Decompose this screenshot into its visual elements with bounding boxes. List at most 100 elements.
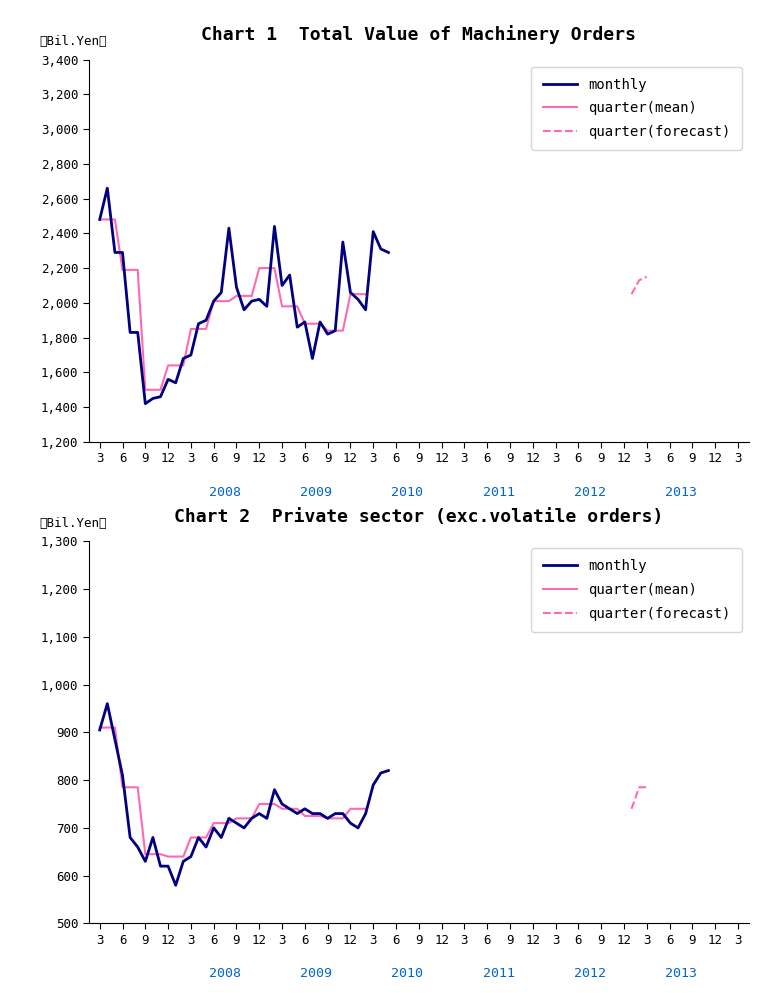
monthly (201, 314, 211, 326)
monthly (255, 807, 264, 819)
quarter(mean) (239, 812, 249, 824)
quarter(mean) (171, 359, 181, 371)
monthly (224, 222, 233, 234)
monthly (300, 802, 310, 814)
quarter(mean) (316, 318, 325, 330)
Text: 2010: 2010 (391, 486, 423, 498)
Text: 2008: 2008 (209, 486, 241, 498)
quarter(mean) (141, 848, 150, 860)
monthly (338, 807, 347, 819)
Text: 2012: 2012 (574, 486, 606, 498)
quarter(mean) (247, 812, 256, 824)
quarter(mean) (209, 817, 218, 829)
quarter(forecast) (635, 274, 644, 286)
quarter(mean) (118, 781, 127, 793)
quarter(mean) (338, 325, 347, 337)
monthly (186, 349, 195, 360)
quarter(mean) (103, 722, 112, 734)
quarter(mean) (217, 817, 226, 829)
monthly (384, 765, 393, 777)
Text: 2010: 2010 (391, 967, 423, 980)
quarter(mean) (262, 798, 272, 810)
monthly (285, 269, 294, 281)
quarter(mean) (118, 264, 127, 276)
monthly (316, 316, 325, 328)
monthly (247, 812, 256, 824)
quarter(mean) (95, 213, 104, 225)
quarter(mean) (323, 812, 332, 824)
Text: 2013: 2013 (665, 967, 697, 980)
monthly (323, 812, 332, 824)
Line: quarter(mean): quarter(mean) (100, 728, 366, 857)
monthly (118, 770, 127, 781)
monthly (330, 807, 340, 819)
Text: （Bil.Yen）: （Bil.Yen） (39, 516, 107, 529)
Text: 2013: 2013 (665, 486, 697, 498)
quarter(mean) (156, 848, 165, 860)
quarter(mean) (171, 851, 181, 863)
quarter(mean) (178, 851, 188, 863)
monthly (194, 318, 203, 330)
quarter(mean) (346, 802, 355, 814)
monthly (232, 281, 241, 293)
quarter(mean) (164, 851, 173, 863)
monthly (171, 880, 181, 892)
monthly (308, 807, 317, 819)
monthly (270, 783, 279, 795)
quarter(mean) (178, 359, 188, 371)
quarter(mean) (110, 213, 120, 225)
quarter(mean) (270, 262, 279, 274)
monthly (171, 377, 181, 389)
monthly (293, 807, 302, 819)
Line: quarter(mean): quarter(mean) (100, 219, 366, 389)
monthly (293, 322, 302, 334)
monthly (141, 397, 150, 409)
quarter(mean) (346, 288, 355, 300)
quarter(mean) (224, 295, 233, 307)
quarter(mean) (126, 781, 135, 793)
monthly (178, 353, 188, 364)
quarter(mean) (354, 802, 363, 814)
monthly (330, 325, 340, 337)
monthly (361, 807, 371, 819)
monthly (262, 812, 272, 824)
monthly (141, 855, 150, 867)
quarter(forecast) (635, 781, 644, 793)
Line: monthly: monthly (100, 704, 388, 886)
monthly (255, 294, 264, 306)
monthly (110, 734, 120, 746)
monthly (270, 220, 279, 232)
monthly (103, 698, 112, 710)
Legend: monthly, quarter(mean), quarter(forecast): monthly, quarter(mean), quarter(forecast… (531, 548, 742, 632)
monthly (194, 831, 203, 843)
Text: 2009: 2009 (300, 967, 332, 980)
monthly (368, 779, 378, 790)
quarter(mean) (316, 810, 325, 822)
quarter(mean) (194, 323, 203, 335)
quarter(mean) (141, 383, 150, 395)
monthly (239, 304, 249, 316)
quarter(mean) (255, 798, 264, 810)
monthly (201, 841, 211, 853)
quarter(mean) (232, 812, 241, 824)
monthly (186, 851, 195, 863)
monthly (262, 300, 272, 312)
monthly (156, 390, 165, 403)
Text: （Bil.Yen）: （Bil.Yen） (39, 35, 107, 48)
quarter(mean) (300, 810, 310, 822)
monthly (118, 246, 127, 258)
quarter(mean) (323, 325, 332, 337)
quarter(forecast) (627, 288, 636, 300)
quarter(mean) (308, 810, 317, 822)
monthly (285, 802, 294, 814)
Text: 2009: 2009 (300, 486, 332, 498)
Text: 2012: 2012 (574, 967, 606, 980)
monthly (148, 392, 157, 404)
Text: 2011: 2011 (482, 486, 515, 498)
quarter(mean) (338, 812, 347, 824)
monthly (346, 817, 355, 829)
quarter(mean) (255, 262, 264, 274)
Text: 2008: 2008 (209, 967, 241, 980)
Title: Chart 1  Total Value of Machinery Orders: Chart 1 Total Value of Machinery Orders (201, 25, 636, 44)
monthly (346, 286, 355, 298)
